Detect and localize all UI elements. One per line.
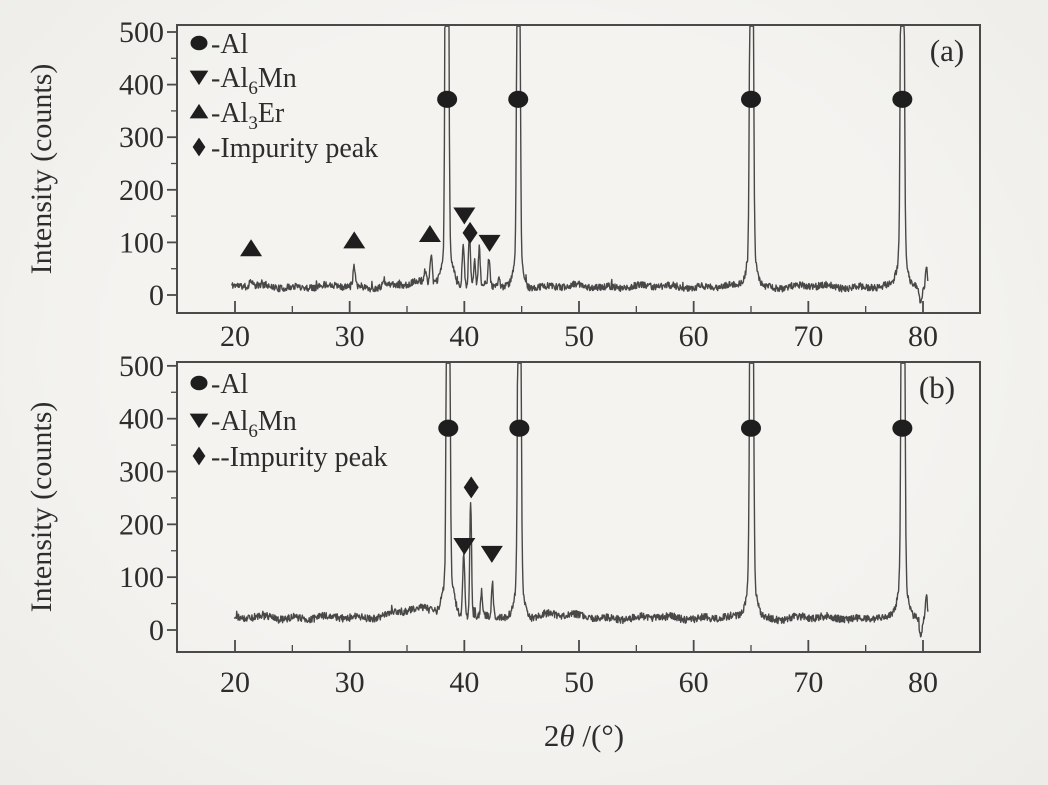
legend-item-al: -Al [211, 29, 249, 60]
svg-text:200: 200 [119, 174, 164, 207]
legend-item-al6mn: -Al6Mn [211, 63, 297, 99]
svg-text:500: 500 [119, 16, 164, 49]
svg-text:200: 200 [119, 508, 164, 541]
panel-a-label: (a) [930, 33, 964, 68]
x-axis-title-prefix: 2 [543, 718, 560, 753]
panel-a-ticks [167, 31, 924, 312]
svg-text:500: 500 [119, 350, 164, 383]
svg-text:300: 300 [119, 456, 164, 489]
svg-text:50: 50 [564, 320, 594, 353]
svg-text:60: 60 [679, 320, 709, 353]
svg-text:20: 20 [220, 666, 250, 699]
y-axis-title-panel-a: Intensity (counts) [25, 63, 58, 275]
panel-a-phase-markers [240, 90, 913, 257]
panel-a-frame [176, 24, 981, 314]
legend-item-impurity-peak: --Impurity peak [211, 442, 388, 473]
panel-b-frame [176, 361, 981, 653]
svg-text:80: 80 [908, 666, 938, 699]
svg-text:300: 300 [119, 121, 164, 154]
svg-text:40: 40 [449, 666, 479, 699]
y-axis-title-panel-b: Intensity (counts) [25, 401, 58, 613]
legend-item-impurity-peak: -Impurity peak [211, 133, 378, 164]
panel-b: 20 30 40 50 60 70 80 0 100 200 300 400 500 (b) -Al -Al6… [119, 350, 981, 699]
svg-text:50: 50 [564, 666, 594, 699]
svg-text:100: 100 [119, 561, 164, 594]
svg-text:80: 80 [908, 320, 938, 353]
svg-text:40: 40 [449, 320, 479, 353]
panel-b-xrd-trace [233, 362, 929, 638]
panel-a-tick-labels: 20 30 40 50 60 70 80 0 100 200 300 400 500 [119, 16, 938, 353]
panel-a-xrd-trace [230, 25, 929, 304]
svg-text:20: 20 [220, 320, 250, 353]
x-axis-title: 2θ /(°) [544, 718, 624, 754]
legend-item-al3er: -Al3Er [211, 98, 285, 134]
svg-text:100: 100 [119, 226, 164, 259]
svg-text:70: 70 [793, 666, 823, 699]
legend-item-al6mn: -Al6Mn [211, 406, 297, 442]
svg-text:400: 400 [119, 69, 164, 102]
panel-b-ticks [167, 364, 924, 651]
panel-a-legend: -Al-Al6Mn-Al3Er-Impurity peak [189, 29, 378, 164]
svg-text:400: 400 [119, 403, 164, 436]
theta-symbol: θ [559, 718, 575, 753]
panel-b-legend: -Al -Al6Mn--Impurity peak [189, 369, 388, 473]
legend-item-al: -Al [211, 369, 249, 400]
svg-text:30: 30 [335, 666, 365, 699]
panel-a: 20 30 40 50 60 70 80 0 100 200 300 400 500 (a) -Al-Al6… [119, 16, 981, 353]
panel-b-tick-labels: 20 30 40 50 60 70 80 0 100 200 300 400 500 [119, 350, 938, 699]
svg-text:0: 0 [149, 279, 164, 312]
svg-text:70: 70 [793, 320, 823, 353]
svg-text:30: 30 [335, 320, 365, 353]
svg-text:60: 60 [679, 666, 709, 699]
svg-text:0: 0 [149, 614, 164, 647]
x-axis-title-suffix: /(°) [574, 718, 625, 753]
panel-b-phase-markers [438, 419, 913, 563]
panel-b-label: (b) [919, 370, 955, 405]
